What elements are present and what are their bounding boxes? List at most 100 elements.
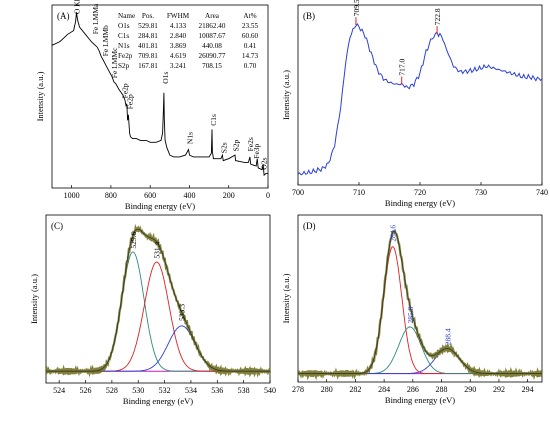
x-tick-label: 278 bbox=[292, 385, 304, 394]
table-cell: O1s bbox=[118, 22, 130, 30]
table-cell: S2p bbox=[118, 62, 130, 70]
table-cell: N1s bbox=[118, 42, 130, 50]
raw-data-line bbox=[297, 229, 543, 381]
plot-frame bbox=[45, 214, 271, 384]
table-cell: 284.81 bbox=[138, 32, 158, 40]
table-header-cell: Name bbox=[118, 12, 135, 20]
table-cell: 10087.67 bbox=[199, 32, 226, 40]
table-cell: 529.81 bbox=[138, 22, 158, 30]
x-tick-label: 540 bbox=[264, 386, 276, 395]
fe2p-spectrum-line bbox=[297, 22, 543, 176]
peak-annotation: Fe2s bbox=[246, 137, 255, 151]
x-tick-label: 532 bbox=[159, 386, 171, 395]
peak-annotation: 533.3 bbox=[178, 304, 187, 321]
table-cell: 3.869 bbox=[170, 42, 187, 50]
peak-annotation: N1s bbox=[185, 132, 194, 144]
x-tick-label: 528 bbox=[106, 386, 118, 395]
panel-a-survey-spectrum: 1000 800 600 400 200 0 Binding energy (eV) Inte… bbox=[35, 0, 270, 211]
peak-annotation: Fe LMMb bbox=[101, 25, 110, 56]
y-axis-label: Intensity (a.u.) bbox=[281, 273, 291, 323]
peak-annotation: 285.8 bbox=[406, 306, 415, 323]
table-cell: 167.81 bbox=[138, 62, 158, 70]
table-cell: Fe2p bbox=[118, 52, 133, 60]
y-axis-label: Intensity (a.u.) bbox=[35, 71, 45, 121]
table-header-cell: At% bbox=[243, 12, 256, 20]
x-tick-label: 524 bbox=[53, 386, 65, 395]
plot-frame bbox=[51, 4, 269, 189]
table-cell: 440.08 bbox=[202, 42, 222, 50]
envelope-fit-line bbox=[298, 230, 542, 374]
table-cell: 709.81 bbox=[138, 52, 158, 60]
table-cell: 0.41 bbox=[244, 42, 257, 50]
envelope-fit-line bbox=[46, 228, 270, 372]
x-tick-label: 534 bbox=[185, 386, 197, 395]
peak-annotation: 709.5 bbox=[352, 0, 361, 16]
table-cell: 401.81 bbox=[138, 42, 158, 50]
x-tick-label: 282 bbox=[349, 385, 361, 394]
peak-annotation: Fe2p bbox=[121, 83, 130, 98]
panel-label: (D) bbox=[303, 221, 316, 231]
x-tick-label: 538 bbox=[238, 386, 250, 395]
table-cell: 21862.40 bbox=[199, 22, 226, 30]
peak-annotation: 531.4 bbox=[153, 242, 162, 259]
x-tick-label: 526 bbox=[80, 386, 92, 395]
panel-d-c1s-spectrum: 278 280 282 284 286 288 290 292 294 Binding energ… bbox=[281, 214, 543, 405]
table-cell: C1s bbox=[118, 32, 129, 40]
survey-spectrum-line bbox=[51, 12, 268, 177]
panel-label: (C) bbox=[51, 221, 63, 231]
table-cell: 3.241 bbox=[170, 62, 187, 70]
x-axis-label: Binding energy (eV) bbox=[125, 201, 195, 211]
x-tick-label: 290 bbox=[464, 385, 476, 394]
x-tick-label: 730 bbox=[475, 188, 487, 197]
peak-annotation: Fe LMMc bbox=[110, 47, 119, 78]
table-cell: 23.55 bbox=[242, 22, 259, 30]
peak-annotation: O2s bbox=[260, 158, 269, 170]
x-tick-label: 600 bbox=[144, 191, 156, 200]
table-cell: 60.60 bbox=[242, 32, 259, 40]
peak-annotation: Fe2p bbox=[126, 94, 135, 109]
peak-annotation: C1s bbox=[209, 114, 218, 126]
x-axis-label: Binding energy (eV) bbox=[385, 395, 455, 405]
panel-label: (B) bbox=[303, 11, 315, 21]
x-tick-label: 280 bbox=[321, 385, 333, 394]
x-tick-label: 720 bbox=[414, 188, 426, 197]
table-cell: 4.133 bbox=[170, 22, 187, 30]
peak-annotation: 288.4 bbox=[443, 328, 452, 345]
table-cell: 26090.77 bbox=[199, 52, 226, 60]
peak-annotation: S2s bbox=[220, 142, 229, 153]
x-tick-label: 1000 bbox=[64, 191, 80, 200]
table-cell: 0.70 bbox=[244, 62, 257, 70]
table-cell: 4.619 bbox=[170, 52, 187, 60]
y-axis-label: Intensity (a.u.) bbox=[281, 70, 291, 120]
table-header-cell: FWHM bbox=[167, 12, 190, 20]
x-tick-label: 284 bbox=[378, 385, 390, 394]
table-cell: 708.15 bbox=[202, 62, 222, 70]
peak-annotation: O KLL bbox=[73, 0, 82, 14]
peak-annotation: 722.8 bbox=[433, 8, 442, 25]
x-tick-label: 292 bbox=[493, 385, 505, 394]
x-tick-label: 200 bbox=[223, 191, 235, 200]
x-axis-label: Binding energy (eV) bbox=[385, 198, 455, 208]
x-tick-label: 530 bbox=[132, 386, 144, 395]
peak-annotation: S2p bbox=[231, 139, 240, 151]
plot-frame bbox=[297, 214, 543, 383]
x-tick-label: 288 bbox=[436, 385, 448, 394]
x-tick-label: 700 bbox=[292, 188, 304, 197]
panel-label: (A) bbox=[57, 11, 70, 21]
panel-b-fe2p-spectrum: 700 710 720 730 740 Binding energy (eV) Intens… bbox=[281, 0, 548, 208]
x-tick-label: 536 bbox=[211, 386, 223, 395]
x-tick-label: 710 bbox=[353, 188, 365, 197]
x-tick-label: 294 bbox=[522, 385, 534, 394]
table-cell: 2.840 bbox=[170, 32, 187, 40]
peak-annotation: Fe3p bbox=[252, 143, 261, 158]
peak-annotation: 284.6 bbox=[389, 225, 398, 242]
peak-annotation: 717.0 bbox=[398, 58, 407, 75]
table-header-cell: Area bbox=[205, 12, 220, 20]
y-axis-label: Intensity (a.u.) bbox=[29, 274, 39, 324]
peak-annotation: Fe LMMa bbox=[91, 3, 100, 34]
peak-annotation: O1s bbox=[161, 72, 170, 84]
x-tick-label: 400 bbox=[183, 191, 195, 200]
table-cell: 14.73 bbox=[242, 52, 259, 60]
